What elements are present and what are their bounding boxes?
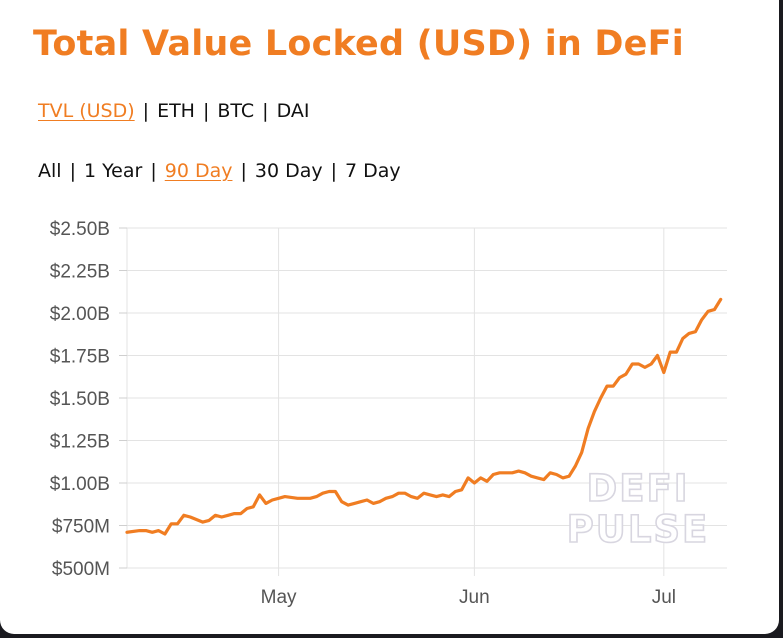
range-90-day[interactable]: 90 Day bbox=[164, 160, 233, 182]
separator: | bbox=[69, 160, 76, 182]
y-tick-label: $2.25B bbox=[50, 262, 110, 283]
chart-title: Total Value Locked (USD) in DeFi bbox=[33, 24, 684, 64]
metric-selector: TVL (USD) | ETH | BTC | DAI bbox=[38, 100, 309, 122]
y-tick-label: $500M bbox=[52, 559, 110, 580]
y-tick-label: $2.50B bbox=[50, 219, 110, 240]
range-all[interactable]: All bbox=[38, 160, 62, 182]
y-tick-label: $1.75B bbox=[50, 347, 110, 368]
defi-pulse-watermark: DEFI PULSE bbox=[566, 466, 710, 552]
y-axis: $500M $750M $1.00B $1.25B $1.50B $1.75B $2.00B… bbox=[50, 219, 127, 580]
range-1-year[interactable]: 1 Year bbox=[83, 160, 143, 182]
x-tick-label: Jun bbox=[459, 587, 490, 608]
separator: | bbox=[142, 100, 150, 122]
y-tick-label: $750M bbox=[52, 517, 110, 538]
series-layer bbox=[125, 297, 723, 536]
y-tick-label: $1.00B bbox=[50, 474, 110, 495]
tab-eth[interactable]: ETH bbox=[157, 100, 195, 122]
separator: | bbox=[150, 160, 157, 182]
y-tick-label: $1.25B bbox=[50, 432, 110, 453]
tab-dai[interactable]: DAI bbox=[276, 100, 310, 122]
watermark-line-1: DEFI bbox=[586, 467, 689, 510]
separator: | bbox=[202, 100, 210, 122]
gridlines bbox=[126, 227, 727, 576]
tab-tvl-usd[interactable]: TVL (USD) bbox=[38, 100, 135, 122]
watermark-line-2: PULSE bbox=[567, 508, 710, 551]
x-tick-label: May bbox=[261, 587, 297, 608]
separator: | bbox=[262, 100, 269, 122]
tvl-series-line bbox=[125, 297, 723, 536]
range-selector: All | 1 Year | 90 Day | 30 Day | 7 Day bbox=[38, 160, 401, 182]
range-30-day[interactable]: 30 Day bbox=[254, 160, 323, 182]
separator: | bbox=[240, 160, 247, 182]
tab-btc[interactable]: BTC bbox=[217, 100, 255, 122]
y-tick-label: $1.50B bbox=[50, 389, 110, 410]
range-7-day[interactable]: 7 Day bbox=[345, 160, 401, 182]
x-axis: May Jun Jul bbox=[261, 587, 676, 608]
y-tick-label: $2.00B bbox=[50, 304, 110, 325]
tvl-line-chart: DEFI PULSE $500M$750M$1.00B$1.25B$1.50B$… bbox=[50, 219, 727, 608]
x-tick-label: Jul bbox=[652, 587, 676, 608]
separator: | bbox=[330, 160, 338, 182]
